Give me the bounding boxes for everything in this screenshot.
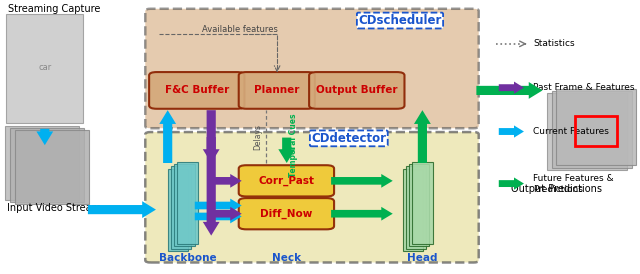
FancyBboxPatch shape <box>177 162 198 244</box>
FancyBboxPatch shape <box>15 130 89 204</box>
FancyBboxPatch shape <box>309 72 404 109</box>
Text: Corr_Past: Corr_Past <box>259 176 314 186</box>
Text: Input Video Stream: Input Video Stream <box>7 203 102 213</box>
Text: CDdetector: CDdetector <box>311 132 387 145</box>
FancyBboxPatch shape <box>145 9 479 128</box>
FancyBboxPatch shape <box>406 166 426 249</box>
Text: Neck: Neck <box>272 253 301 263</box>
Text: car: car <box>38 63 51 72</box>
FancyBboxPatch shape <box>556 89 636 165</box>
Text: F&C Buffer: F&C Buffer <box>164 85 229 95</box>
FancyBboxPatch shape <box>239 165 334 196</box>
Text: Streaming Capture: Streaming Capture <box>8 4 100 14</box>
Text: Output Predictions: Output Predictions <box>511 184 602 193</box>
FancyBboxPatch shape <box>171 166 191 249</box>
Text: Statistics: Statistics <box>533 39 575 48</box>
FancyBboxPatch shape <box>149 72 244 109</box>
Text: Planner: Planner <box>254 85 300 95</box>
Text: Current Features: Current Features <box>533 127 609 136</box>
Text: Past Frame & Features: Past Frame & Features <box>533 83 635 92</box>
FancyBboxPatch shape <box>552 91 632 168</box>
Text: Backbone: Backbone <box>159 253 216 263</box>
FancyBboxPatch shape <box>145 132 479 262</box>
Text: CDscheduler: CDscheduler <box>358 14 442 27</box>
Text: Available features: Available features <box>202 25 278 34</box>
FancyBboxPatch shape <box>6 14 83 123</box>
FancyBboxPatch shape <box>403 169 423 251</box>
FancyBboxPatch shape <box>412 162 433 244</box>
FancyBboxPatch shape <box>547 93 627 170</box>
Text: Future Features &
Predictions: Future Features & Predictions <box>533 173 614 194</box>
Text: Temporal Cues: Temporal Cues <box>289 113 298 177</box>
FancyBboxPatch shape <box>174 164 195 246</box>
FancyBboxPatch shape <box>239 72 315 109</box>
FancyBboxPatch shape <box>239 198 334 229</box>
Text: Head: Head <box>407 253 438 263</box>
FancyBboxPatch shape <box>168 169 188 251</box>
FancyBboxPatch shape <box>10 128 84 202</box>
Text: Output Buffer: Output Buffer <box>316 85 397 95</box>
FancyBboxPatch shape <box>409 164 429 246</box>
Text: Delays: Delays <box>253 124 262 150</box>
Text: Diff_Now: Diff_Now <box>260 209 312 219</box>
FancyBboxPatch shape <box>5 126 79 200</box>
